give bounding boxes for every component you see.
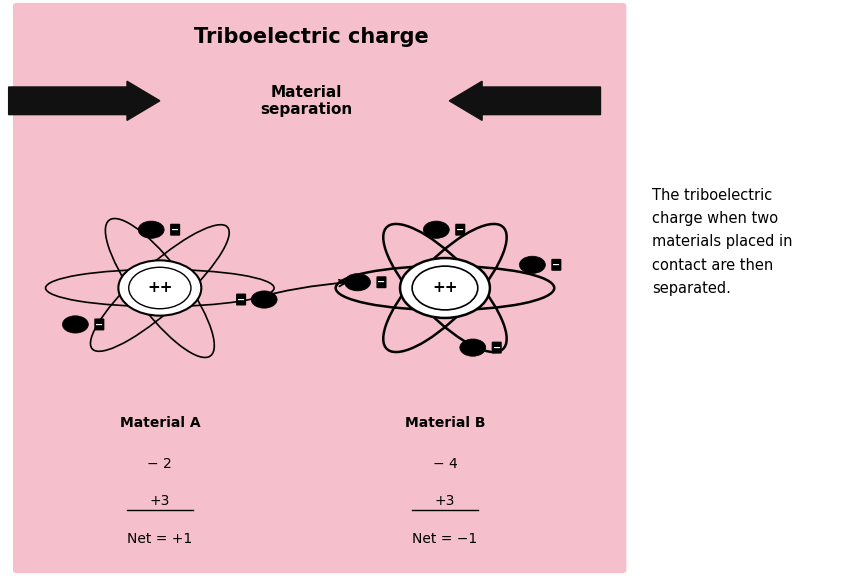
Text: − 4: − 4 <box>433 457 457 471</box>
Circle shape <box>251 291 277 308</box>
FancyArrow shape <box>449 81 600 120</box>
Text: ++: ++ <box>432 281 458 295</box>
FancyBboxPatch shape <box>13 3 626 573</box>
Text: −: − <box>456 225 464 234</box>
Circle shape <box>423 221 449 238</box>
Text: −: − <box>237 294 245 305</box>
Text: ++: ++ <box>147 281 173 295</box>
Text: − 2: − 2 <box>148 457 172 471</box>
Circle shape <box>519 256 545 274</box>
Text: Net = +1: Net = +1 <box>127 532 193 545</box>
Text: −: − <box>492 343 501 353</box>
Circle shape <box>400 258 490 318</box>
Text: +3: +3 <box>435 494 455 508</box>
Text: −: − <box>171 225 179 234</box>
Text: Material B: Material B <box>404 416 486 430</box>
Circle shape <box>460 339 486 356</box>
Circle shape <box>118 260 201 316</box>
Circle shape <box>412 266 478 310</box>
Text: −: − <box>552 260 561 270</box>
Circle shape <box>129 267 191 309</box>
Circle shape <box>345 274 371 291</box>
Circle shape <box>62 316 88 333</box>
Text: Net = −1: Net = −1 <box>412 532 478 545</box>
Text: Material
separation: Material separation <box>261 85 353 117</box>
Circle shape <box>138 221 164 238</box>
Text: −: − <box>378 277 385 287</box>
Text: −: − <box>95 320 104 329</box>
Text: Triboelectric charge: Triboelectric charge <box>194 28 429 47</box>
Text: The triboelectric
charge when two
materials placed in
contact are then
separated: The triboelectric charge when two materi… <box>652 188 793 296</box>
Text: Material A: Material A <box>119 416 200 430</box>
Text: +3: +3 <box>149 494 170 508</box>
FancyArrow shape <box>9 81 160 120</box>
